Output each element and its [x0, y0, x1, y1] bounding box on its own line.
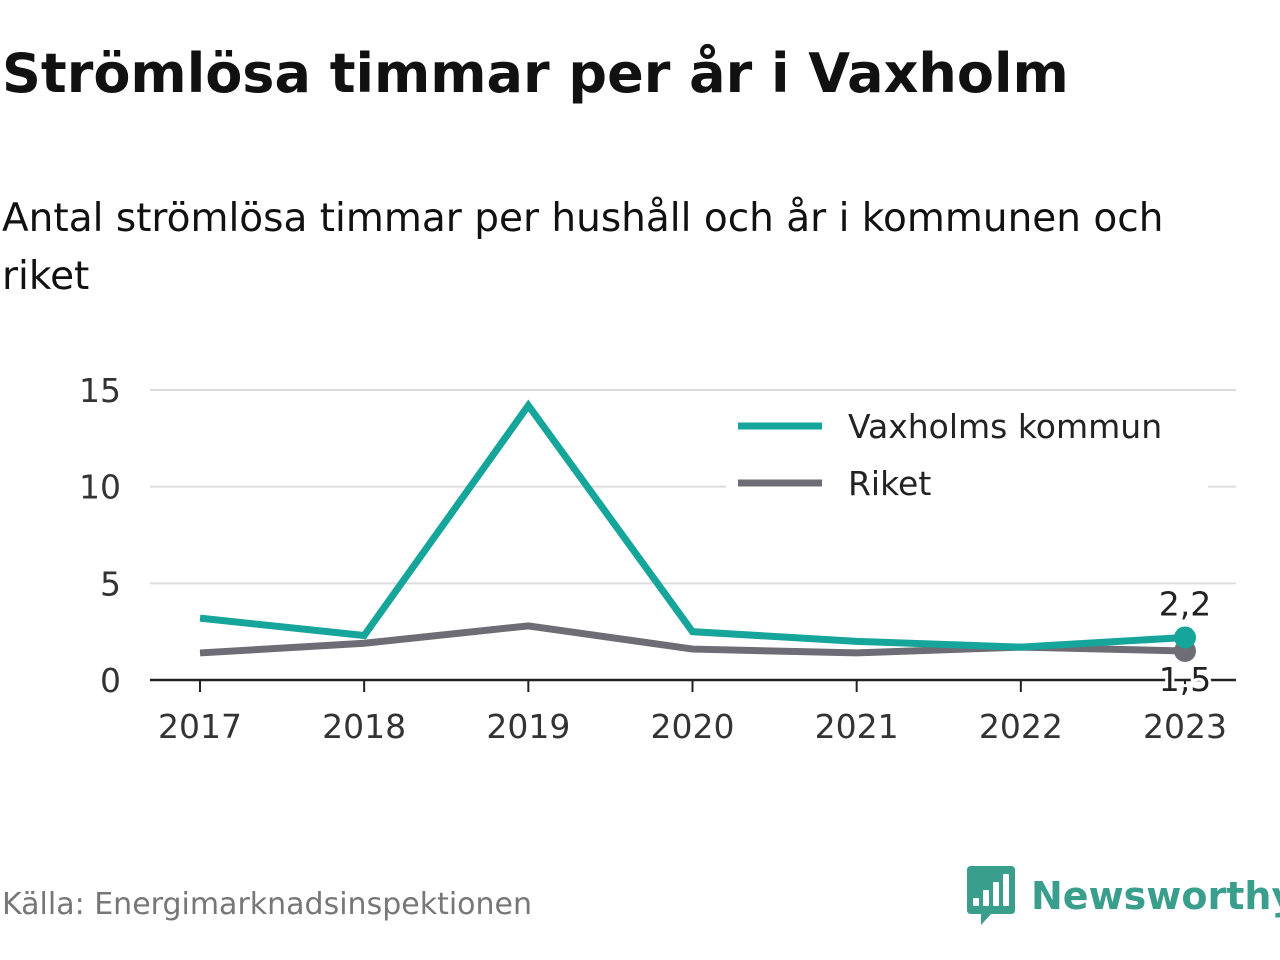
- brand-logo[interactable]: Newsworthy: [965, 864, 1280, 928]
- end-point-marker: [1174, 626, 1196, 649]
- legend-label: Vaxholms kommun: [848, 407, 1162, 446]
- series-line-vaxholms-kommun: [199, 399, 1186, 651]
- logo-bar: [1003, 874, 1009, 906]
- data-label-vaxholm: 2,2: [1159, 584, 1211, 623]
- logo-bar: [993, 882, 999, 906]
- series-lines: [199, 399, 1196, 662]
- data-labels: 2,2 1,5: [1156, 581, 1214, 702]
- x-tick-label: 2017: [158, 707, 242, 746]
- chart-title: Strömlösa timmar per år i Vaxholm: [2, 42, 1069, 105]
- logo-bar: [983, 890, 989, 906]
- x-tick-label: 2020: [651, 707, 735, 746]
- y-tick-label: 5: [100, 564, 121, 603]
- legend-label: Riket: [848, 464, 931, 503]
- x-tick-label: 2018: [322, 707, 406, 746]
- logo-bar: [973, 898, 979, 906]
- x-tick-label: 2022: [979, 707, 1063, 746]
- x-tick-label: 2021: [815, 707, 899, 746]
- brand-name: Newsworthy: [1031, 874, 1280, 918]
- x-tick-label: 2019: [486, 707, 570, 746]
- legend: Vaxholms kommun Riket: [726, 398, 1208, 503]
- y-tick-label: 0: [100, 661, 121, 700]
- axes: 0 5 10 15 2017 2018 2019 2020 2021 2022 2023: [79, 371, 1236, 746]
- newsworthy-logo-icon: [967, 866, 1015, 925]
- x-tick-label: 2023: [1143, 707, 1227, 746]
- y-tick-label: 10: [79, 468, 121, 507]
- source-note: Källa: Energimarknadsinspektionen: [2, 887, 533, 922]
- chart-subtitle: Antal strömlösa timmar per hushåll och å…: [2, 196, 1164, 299]
- data-label-riket: 1,5: [1159, 660, 1211, 699]
- y-tick-label: 15: [79, 371, 121, 410]
